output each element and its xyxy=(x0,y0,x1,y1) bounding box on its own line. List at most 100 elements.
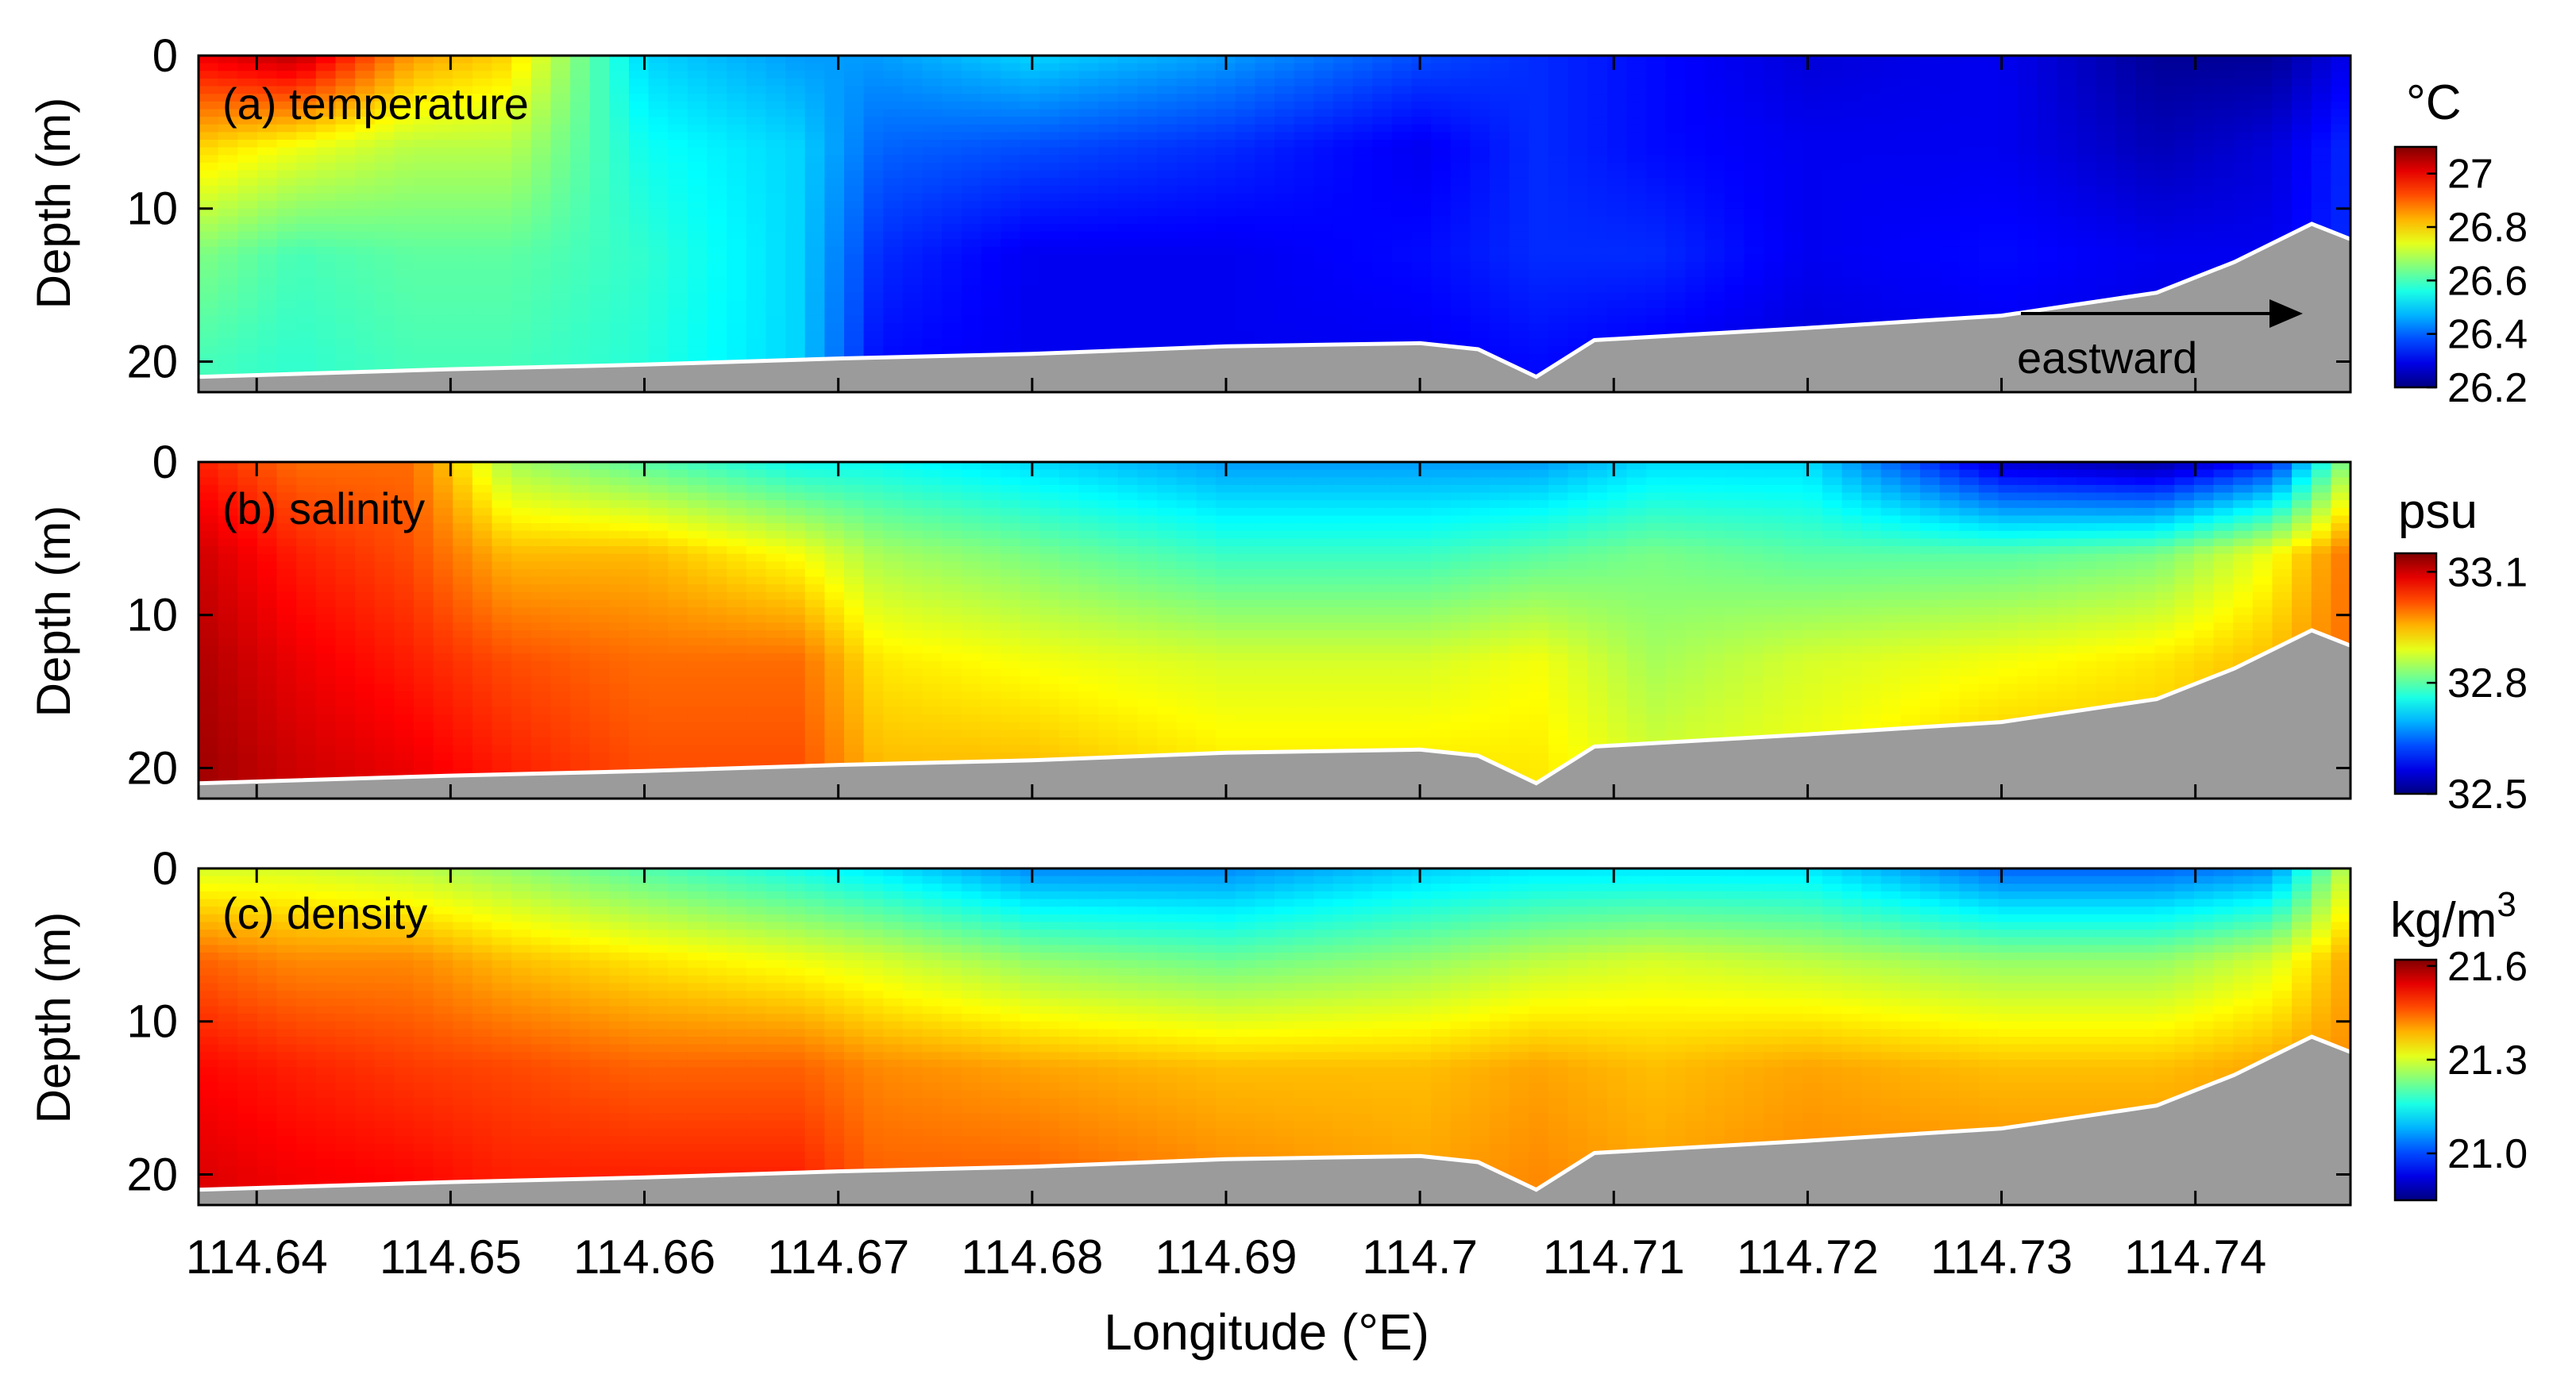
heat-cell xyxy=(1646,269,1667,279)
heat-cell xyxy=(355,140,376,148)
heat-cell xyxy=(1509,315,1529,324)
heat-cell xyxy=(1509,300,1529,309)
heat-cell xyxy=(1332,94,1354,102)
heat-cell xyxy=(707,178,727,187)
heat-cell xyxy=(2331,101,2350,110)
heat-cell xyxy=(648,132,669,141)
heat-cell xyxy=(1039,132,1060,141)
heat-cell xyxy=(2135,124,2156,133)
heat-cell xyxy=(276,353,297,363)
heat-cell xyxy=(2077,140,2097,148)
heat-cell xyxy=(2077,246,2097,256)
heat-cell xyxy=(2174,170,2195,179)
heat-cell xyxy=(1626,170,1647,179)
heat-cell xyxy=(237,254,258,263)
heat-cell xyxy=(394,56,415,64)
heat-cell xyxy=(981,170,1001,179)
heat-cell xyxy=(1216,117,1236,125)
heat-cell xyxy=(746,254,767,263)
heat-cell xyxy=(335,338,356,347)
heat-cell xyxy=(2057,277,2077,286)
heat-cell xyxy=(961,224,982,233)
heat-cell xyxy=(374,78,395,87)
heat-cell xyxy=(550,239,571,248)
heat-cell xyxy=(863,208,884,218)
heat-cell xyxy=(922,117,943,125)
heat-cell xyxy=(785,323,806,332)
heat-cell xyxy=(472,63,493,71)
heat-cell xyxy=(1411,56,1432,64)
heat-cell xyxy=(687,63,708,71)
heat-cell xyxy=(727,246,747,256)
heat-cell xyxy=(1294,124,1314,133)
heat-cell xyxy=(1078,208,1099,218)
heat-cell xyxy=(1039,101,1060,110)
heat-cell xyxy=(374,132,395,141)
heat-cell xyxy=(570,216,591,225)
heat-cell xyxy=(765,63,786,71)
heat-cell xyxy=(2115,109,2136,117)
heat-cell xyxy=(1216,338,1236,347)
heat-cell xyxy=(589,140,611,148)
heat-cell xyxy=(922,178,943,187)
heat-cell xyxy=(1176,63,1197,71)
heat-cell xyxy=(1020,109,1041,117)
heat-cell xyxy=(1685,292,1706,302)
heat-cell xyxy=(237,124,258,133)
heat-cell xyxy=(1646,162,1667,171)
heat-cell xyxy=(472,155,493,164)
heat-cell xyxy=(1294,224,1314,233)
heat-cell xyxy=(1626,155,1647,164)
heat-cell xyxy=(883,101,904,110)
heat-cell xyxy=(335,292,356,302)
heat-cell xyxy=(629,155,650,164)
heat-cell xyxy=(355,285,376,294)
heat-cell xyxy=(687,178,708,187)
x-ticks-temperature xyxy=(255,56,2197,392)
heat-cell xyxy=(256,101,278,110)
heat-cell xyxy=(1841,254,1862,263)
heat-cell xyxy=(707,330,727,340)
heat-cell xyxy=(2154,147,2175,156)
heat-cell xyxy=(609,140,630,148)
heat-cell xyxy=(844,300,865,309)
heat-cell xyxy=(863,269,884,279)
heat-cell xyxy=(785,71,806,79)
heat-cell xyxy=(609,330,630,340)
heat-cell xyxy=(296,71,317,79)
heat-cell xyxy=(1001,185,1021,194)
heat-cell xyxy=(1059,86,1080,94)
heat-cell xyxy=(237,208,258,218)
heat-cell xyxy=(1763,94,1784,102)
heat-cell xyxy=(1939,63,1960,71)
heat-cell xyxy=(1568,308,1588,317)
heat-cell xyxy=(942,323,962,332)
heat-cell xyxy=(1216,162,1236,171)
heat-cell xyxy=(2252,109,2273,117)
heat-cell xyxy=(1137,246,1158,256)
heat-cell xyxy=(765,300,786,309)
heat-cell xyxy=(883,254,904,263)
heat-cell xyxy=(981,330,1001,340)
heat-cell xyxy=(1372,155,1393,164)
heat-cell xyxy=(218,469,238,478)
heat-cell xyxy=(1020,239,1041,248)
heat-cell xyxy=(276,308,297,317)
heat-cell xyxy=(1509,292,1529,302)
heat-cell xyxy=(2174,216,2195,225)
heat-cell xyxy=(1470,63,1490,71)
heat-cell xyxy=(199,224,219,233)
heat-cell xyxy=(1431,315,1452,324)
heat-cell xyxy=(1117,117,1139,125)
heat-cell xyxy=(530,94,552,102)
heat-cell xyxy=(1275,78,1295,87)
heat-cell xyxy=(687,292,708,302)
heat-cell xyxy=(2292,94,2312,102)
heat-cell xyxy=(1920,124,1941,133)
heat-cell xyxy=(746,56,767,64)
heat-cell xyxy=(1294,292,1314,302)
heat-cell xyxy=(2193,132,2215,141)
heat-cell xyxy=(2018,300,2038,309)
heat-cell xyxy=(648,78,669,87)
heat-cell xyxy=(1411,71,1432,79)
